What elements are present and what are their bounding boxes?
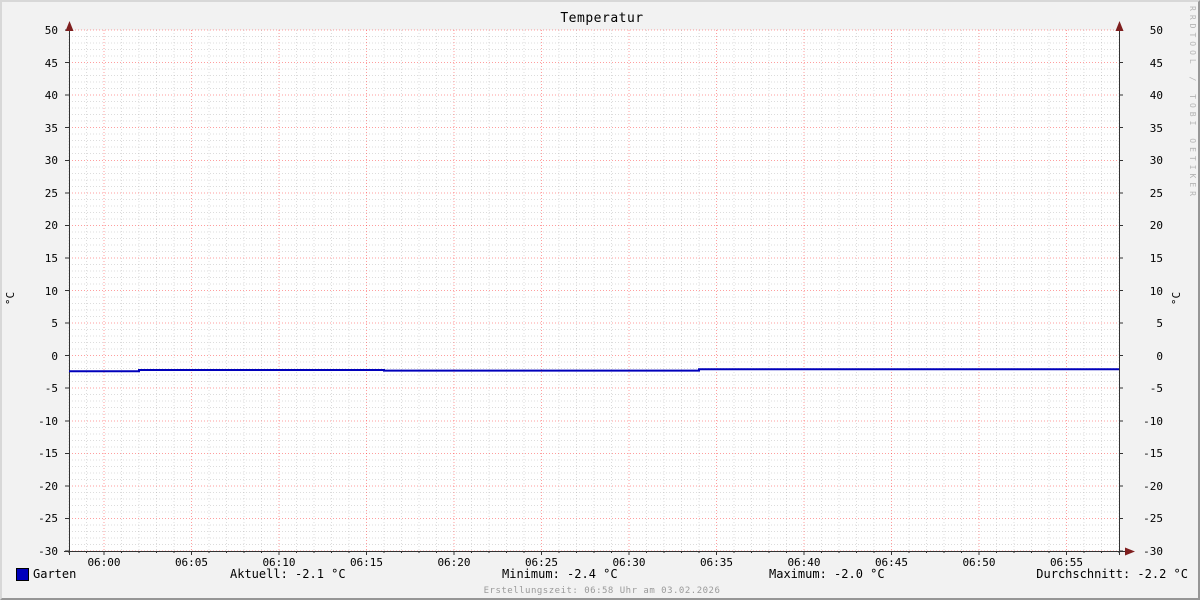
creation-timestamp: Erstellungszeit: 06:58 Uhr am 03.02.2026 [483,586,721,596]
legend-series-name: Garten [33,567,77,581]
x-axis-label: 06:20 [437,556,471,569]
arrow-up-left [65,21,74,31]
y-axis-label: 20 [44,219,58,233]
y-axis-label: 40 [1149,89,1163,103]
y-axis-label: -25 [1143,512,1163,526]
y-axis-label: 20 [1149,219,1163,233]
legend-current-value: Aktuell: -2.1 °C [230,567,346,581]
y-axis-label: 0 [1156,349,1163,363]
y-axis-label: -10 [38,414,58,428]
y-axis-label: 35 [44,121,58,135]
legend-row: Garten Aktuell: -2.1 °C Minimum: -2.4 °C… [2,567,1198,583]
y-axis-label: -5 [44,382,58,396]
y-axis-label: -30 [1143,545,1163,558]
plot-canvas [69,30,1119,551]
y-axis-label: -5 [1149,382,1163,396]
y-axis-label: 25 [1149,186,1163,200]
y-axis-label: 5 [1156,317,1163,331]
x-axis-label: 06:35 [699,556,734,569]
y-axis-unit-right: °C [1170,291,1184,306]
x-axis-label: 06:30 [612,556,646,569]
y-axis-label: 15 [1149,251,1163,265]
arrow-right-bottom [1125,547,1135,556]
rrdtool-watermark: RRDTOOL / TOBI OETIKER [1188,6,1197,200]
y-axis-label: 15 [44,251,58,265]
arrow-up-right [1115,21,1124,31]
y-axis-label: 25 [44,186,58,200]
series-line-garten [69,368,1119,373]
legend-average-value: Durchschnitt: -2.2 °C [1036,567,1188,581]
y-axis-label: 30 [1149,154,1163,168]
x-axis-label: 06:25 [524,556,559,569]
y-axis-label: -15 [38,447,58,461]
y-axis-label: 30 [44,154,58,168]
x-axis-label: 06:45 [874,556,909,569]
y-axis-label: 45 [44,56,58,70]
y-axis-label: 50 [44,24,58,37]
x-axis-label: 06:40 [787,556,821,569]
chart-title: Temperatur [560,11,644,26]
x-axis-label: 06:00 [87,556,121,569]
y-axis-label: 10 [44,284,58,298]
x-axis-label: 06:50 [962,556,996,569]
x-axis-label: 06:05 [174,556,209,569]
y-axis-label: -10 [1143,414,1163,428]
x-axis-label: 06:15 [349,556,384,569]
y-axis-label: 50 [1149,24,1163,37]
series-color-swatch [16,568,29,581]
y-axis-label: -15 [1143,447,1163,461]
y-axis-label: 5 [51,317,58,331]
legend-maximum-value: Maximum: -2.0 °C [769,567,885,581]
y-axis-label: -20 [38,479,58,493]
y-axis-label: 40 [44,89,58,103]
x-axis-label: 06:10 [262,556,296,569]
y-axis-label: -20 [1143,479,1163,493]
y-axis-label: 35 [1149,121,1163,135]
y-axis-label: 0 [51,349,58,363]
legend-minimum-value: Minimum: -2.4 °C [502,567,618,581]
y-axis-label: -25 [38,512,58,526]
y-axis-label: 45 [1149,56,1163,70]
x-axis-label: 06:55 [1049,556,1084,569]
y-axis-label: 10 [1149,284,1163,298]
y-axis-label: -30 [38,545,58,558]
